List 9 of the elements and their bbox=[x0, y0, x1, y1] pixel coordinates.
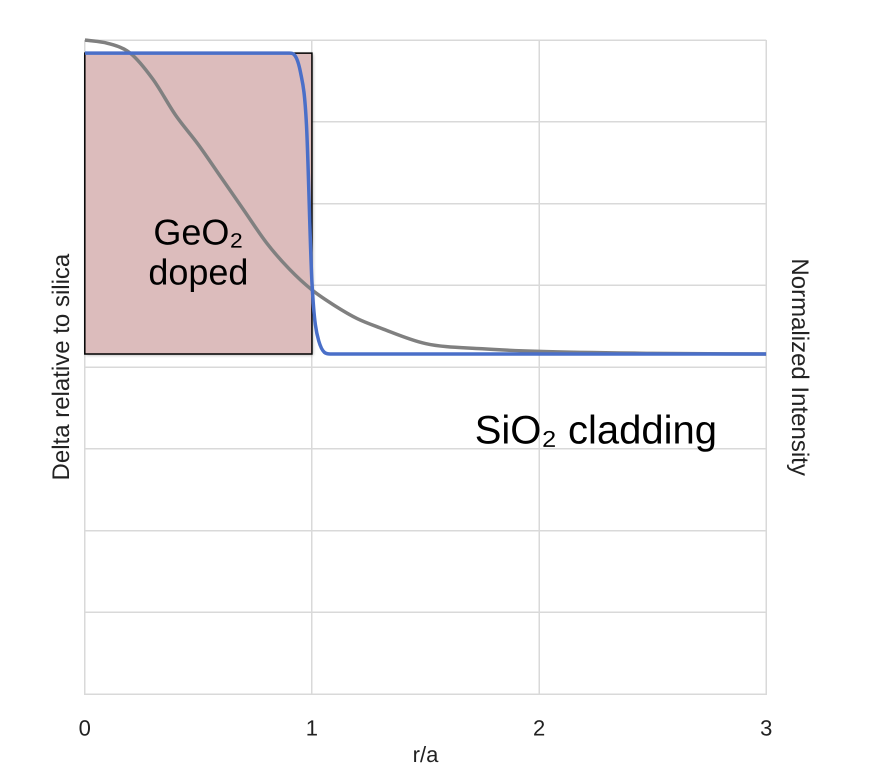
x-tick-label: 3 bbox=[760, 715, 772, 740]
y-axis-title: Delta relative to silica bbox=[48, 253, 76, 480]
annotation: SiO₂ cladding bbox=[474, 408, 718, 453]
band-label: GeO₂ doped bbox=[148, 212, 248, 293]
x-axis-title: r/a bbox=[412, 742, 440, 767]
y2-axis-title: Normalized Intensity bbox=[786, 258, 813, 476]
x-tick-label: 0 bbox=[78, 715, 91, 740]
x-tick-label: 2 bbox=[532, 715, 546, 740]
x-tick-label: 1 bbox=[306, 715, 318, 740]
